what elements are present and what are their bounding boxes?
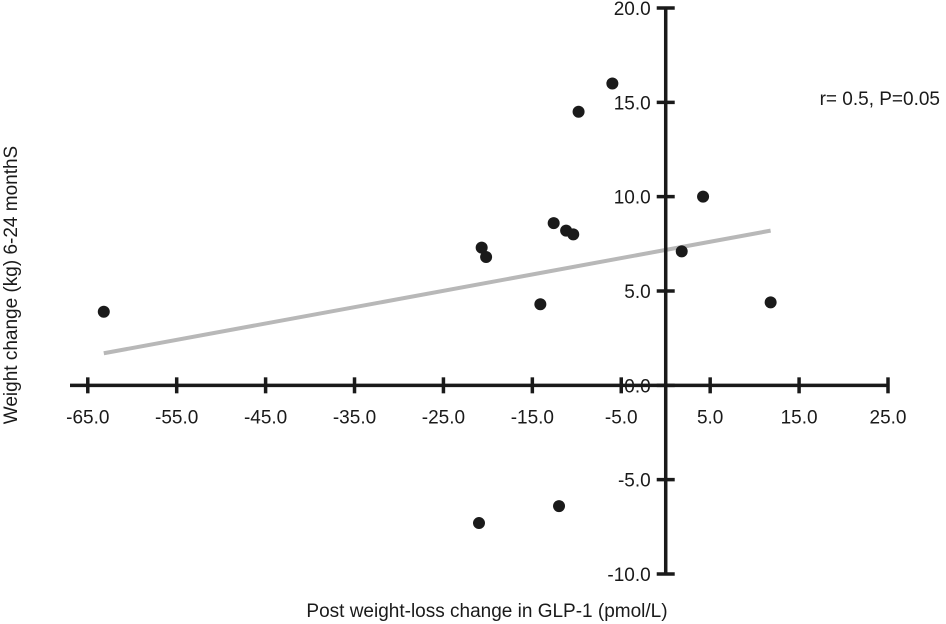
x-axis-title: Post weight-loss change in GLP-1 (pmol/L… [306, 601, 667, 622]
x-tick-label: -45.0 [244, 407, 287, 428]
y-tick-label: 15.0 [614, 93, 651, 114]
data-point [475, 241, 488, 254]
x-tick-label: -55.0 [155, 407, 198, 428]
data-point [572, 105, 585, 118]
data-point [553, 500, 566, 513]
x-tick-label: -15.0 [511, 407, 554, 428]
y-tick-label: -5.0 [618, 471, 651, 492]
data-point [97, 305, 110, 318]
x-tick-label: -25.0 [422, 407, 465, 428]
trendline-layer [103, 228, 771, 356]
correlation-annotation: r= 0.5, P=0.05 [820, 89, 940, 110]
data-point [697, 190, 710, 203]
y-tick-label: 20.0 [614, 0, 651, 20]
points-layer [97, 77, 777, 530]
x-tick-label: -35.0 [333, 407, 376, 428]
x-tick-label: -65.0 [66, 407, 109, 428]
data-point [480, 251, 493, 264]
data-point [534, 298, 547, 311]
x-tick-label: -5.0 [605, 407, 638, 428]
data-point [473, 517, 485, 530]
y-tick-label: 5.0 [624, 282, 650, 303]
y-tick-label: 10.0 [614, 188, 651, 209]
data-point [675, 245, 688, 258]
y-tick-label: -10.0 [607, 565, 650, 586]
x-tick-label: 5.0 [697, 407, 723, 428]
y-tick-label: 0.0 [624, 376, 650, 397]
axes-layer [70, 6, 890, 576]
data-point [606, 77, 619, 90]
data-point [567, 228, 580, 241]
data-point [764, 296, 777, 309]
x-tick-label: 25.0 [870, 407, 907, 428]
y-axis-title: Weight change (kg) 6-24 monthS [1, 146, 22, 424]
trendline [103, 228, 771, 356]
labels-layer: -65.0 -55.0 -45.0 -35.0 -25.0 -15.0 -5.0 5.0 15.… [66, 0, 906, 586]
x-tick-label: 15.0 [781, 407, 818, 428]
data-point [547, 217, 560, 230]
